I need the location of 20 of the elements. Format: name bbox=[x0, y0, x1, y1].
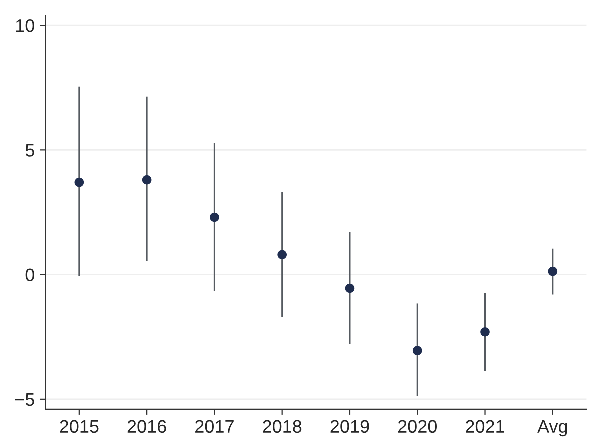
y-tick-label: 0 bbox=[26, 268, 34, 282]
x-tick-label: 2019 bbox=[330, 420, 370, 434]
x-tick-label: 2015 bbox=[60, 420, 99, 434]
y-tick-label: 10 bbox=[16, 19, 34, 32]
x-tick-label: 2018 bbox=[263, 420, 302, 434]
x-tick-label: 2017 bbox=[196, 420, 234, 434]
x-tick-label: 2016 bbox=[128, 420, 166, 434]
point bbox=[74, 178, 84, 188]
x-tick-label: 2021 bbox=[466, 420, 504, 434]
y-tick-label: −5 bbox=[15, 394, 34, 406]
point bbox=[345, 284, 355, 294]
point bbox=[412, 346, 422, 356]
x-tick-label: 2020 bbox=[398, 420, 437, 434]
point bbox=[210, 212, 220, 222]
point bbox=[480, 327, 490, 337]
x-tick-label: Avg bbox=[538, 420, 568, 437]
y-tick-label: 5 bbox=[26, 144, 34, 157]
point bbox=[278, 250, 287, 260]
point bbox=[142, 175, 152, 185]
point bbox=[548, 266, 558, 276]
